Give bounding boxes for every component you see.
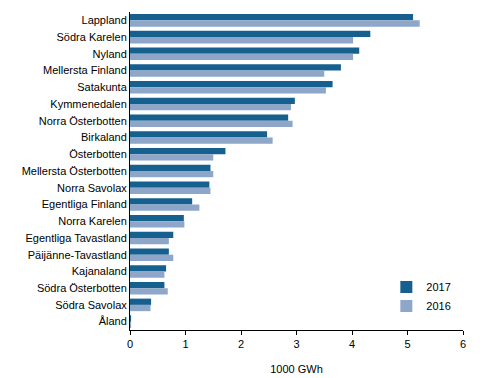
svg-text:Norra Österbotten: Norra Österbotten	[39, 115, 127, 127]
svg-text:Nyland: Nyland	[93, 48, 127, 60]
svg-text:4: 4	[349, 338, 355, 350]
svg-text:Österbotten: Österbotten	[69, 148, 126, 160]
svg-text:Södra Österbotten: Södra Österbotten	[37, 282, 127, 294]
svg-text:Satakunta: Satakunta	[77, 81, 127, 93]
svg-text:2: 2	[238, 338, 244, 350]
svg-text:6: 6	[460, 338, 466, 350]
svg-text:5: 5	[404, 338, 410, 350]
svg-text:Mellersta Finland: Mellersta Finland	[43, 64, 127, 76]
svg-text:Södra Savolax: Södra Savolax	[55, 299, 127, 311]
svg-text:Kymmenedalen: Kymmenedalen	[50, 98, 126, 110]
svg-text:Åland: Åland	[99, 315, 127, 327]
svg-text:2017: 2017	[426, 281, 450, 293]
svg-text:Birkaland: Birkaland	[81, 131, 127, 143]
svg-text:Norra Savolax: Norra Savolax	[57, 182, 127, 194]
svg-text:Norra Karelen: Norra Karelen	[58, 215, 126, 227]
svg-text:Mellersta Österbotten: Mellersta Österbotten	[22, 165, 127, 177]
svg-text:2016: 2016	[426, 300, 450, 312]
svg-text:Kajanaland: Kajanaland	[72, 265, 127, 277]
svg-text:Lappland: Lappland	[82, 14, 127, 26]
svg-text:Päijänne-Tavastland: Päijänne-Tavastland	[28, 249, 127, 261]
svg-text:Södra Karelen: Södra Karelen	[56, 31, 126, 43]
svg-text:1: 1	[182, 338, 188, 350]
svg-text:0: 0	[127, 338, 133, 350]
svg-text:Egentliga Tavastland: Egentliga Tavastland	[25, 232, 126, 244]
svg-text:1000 GWh: 1000 GWh	[270, 363, 323, 375]
svg-text:Egentliga Finland: Egentliga Finland	[42, 198, 127, 210]
svg-text:3: 3	[293, 338, 299, 350]
